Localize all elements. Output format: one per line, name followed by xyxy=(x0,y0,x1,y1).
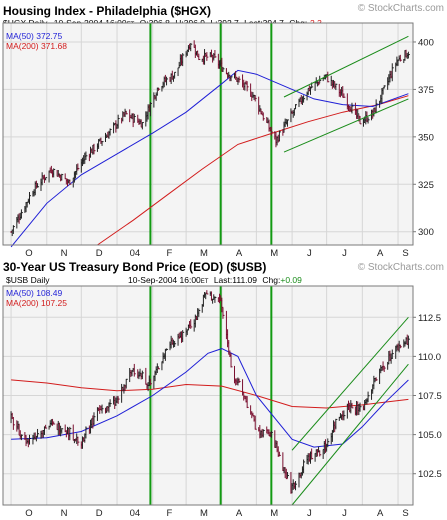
panel-2-last-label: Last: xyxy=(214,275,232,285)
panel-2-vertical-markers xyxy=(149,286,273,505)
x-tick-label: M xyxy=(270,508,278,519)
y-tick-label: 300 xyxy=(418,227,434,238)
x-tick-label: N xyxy=(61,248,68,259)
panel-2-info-line: 10-Sep-2004 16:00ET Last:111.09 Chg:+0.0… xyxy=(128,275,302,285)
panel-2-ma200-layer xyxy=(11,379,409,409)
watermark-top: © StockCharts.com xyxy=(358,3,444,14)
panel-2-title: 30-Year US Treasury Bond Price (EOD) ($U… xyxy=(3,260,266,274)
x-tick-label: A xyxy=(236,248,243,259)
ma200-line xyxy=(97,95,409,246)
panel-2-chg: +0.09 xyxy=(280,275,302,285)
panel-2-y-axis: 102.5 105.0 107.5 110.0 112.5 xyxy=(413,313,442,480)
panel-2-chg-label: Chg: xyxy=(262,275,280,285)
x-tick-label: A xyxy=(377,508,384,519)
panel-2-ma200-label: MA(200) 107.25 xyxy=(6,298,67,308)
trend-channel-line xyxy=(283,98,409,153)
y-tick-label: 375 xyxy=(418,85,434,96)
y-tick-label: 107.5 xyxy=(418,391,442,402)
panel-2-legend: MA(50) 108.49 MA(200) 107.25 xyxy=(6,288,67,308)
x-tick-label: F xyxy=(167,248,173,259)
panel-2-gridlines xyxy=(3,286,413,505)
x-tick-label: N xyxy=(61,508,68,519)
x-tick-label: 04 xyxy=(130,508,141,519)
x-tick-label: O xyxy=(25,508,32,519)
x-tick-label: M xyxy=(200,248,208,259)
panel-1-y-axis: 300 325 350 375 400 xyxy=(413,37,434,238)
x-tick-label: 04 xyxy=(130,248,141,259)
x-tick-label: J xyxy=(307,248,312,259)
x-tick-label: M xyxy=(200,508,208,519)
panel-1-plot-area xyxy=(3,23,413,245)
y-tick-label: 110.0 xyxy=(418,352,441,363)
panel-1-ma200-label: MA(200) 371.68 xyxy=(6,41,67,51)
trend-channel-line xyxy=(291,316,409,451)
panel-1-chart: 300 325 350 375 400 O N D 04 F M A M J J A S MA(50) 372… xyxy=(2,22,434,259)
panel-1-trend-channel xyxy=(283,35,409,153)
panel-2-last: 111.09 xyxy=(232,275,257,285)
x-tick-label: J xyxy=(342,248,347,259)
panel-2-date: 10-Sep-2004 16:00 xyxy=(128,275,201,285)
ma200-line xyxy=(11,379,409,409)
x-tick-label: J xyxy=(307,508,312,519)
y-tick-label: 105.0 xyxy=(418,430,442,441)
panel-2-trend-channel xyxy=(291,316,409,506)
panel-2-x-axis: O N D 04 F M A M J J A S xyxy=(25,508,408,519)
panel-1-ma50-label: MA(50) 372.75 xyxy=(6,31,62,41)
watermark-bottom: © StockCharts.com xyxy=(358,262,444,273)
panel-2-tz: ET xyxy=(201,279,209,285)
panel-2-symbol: $USB Daily xyxy=(6,275,50,285)
panel-2-price-bars xyxy=(10,290,410,494)
y-tick-label: 325 xyxy=(418,180,434,191)
y-tick-label: 350 xyxy=(418,132,434,143)
panel-1-frame xyxy=(2,22,414,246)
trend-channel-line xyxy=(291,363,409,506)
y-tick-label: 112.5 xyxy=(418,313,441,324)
x-tick-label: A xyxy=(236,508,243,519)
y-tick-label: 400 xyxy=(418,37,434,48)
panel-1-title: Housing Index - Philadelphia ($HGX) xyxy=(3,4,211,18)
x-tick-label: D xyxy=(96,248,103,259)
trend-channel-line xyxy=(283,35,409,98)
panel-2-ma50-label: MA(50) 108.49 xyxy=(6,288,62,298)
y-tick-label: 102.5 xyxy=(418,469,442,480)
x-tick-label: O xyxy=(25,248,32,259)
x-tick-label: J xyxy=(342,508,347,519)
panel-1-legend: MA(50) 372.75 MA(200) 371.68 xyxy=(6,31,67,51)
x-tick-label: A xyxy=(377,248,384,259)
panel-1-ma200-layer xyxy=(97,95,409,246)
x-tick-label: S xyxy=(402,248,408,259)
x-tick-label: S xyxy=(402,508,408,519)
x-tick-label: M xyxy=(270,248,278,259)
panel-1-x-axis: O N D 04 F M A M J J A S xyxy=(25,248,408,259)
x-tick-label: D xyxy=(96,508,103,519)
x-tick-label: F xyxy=(167,508,173,519)
